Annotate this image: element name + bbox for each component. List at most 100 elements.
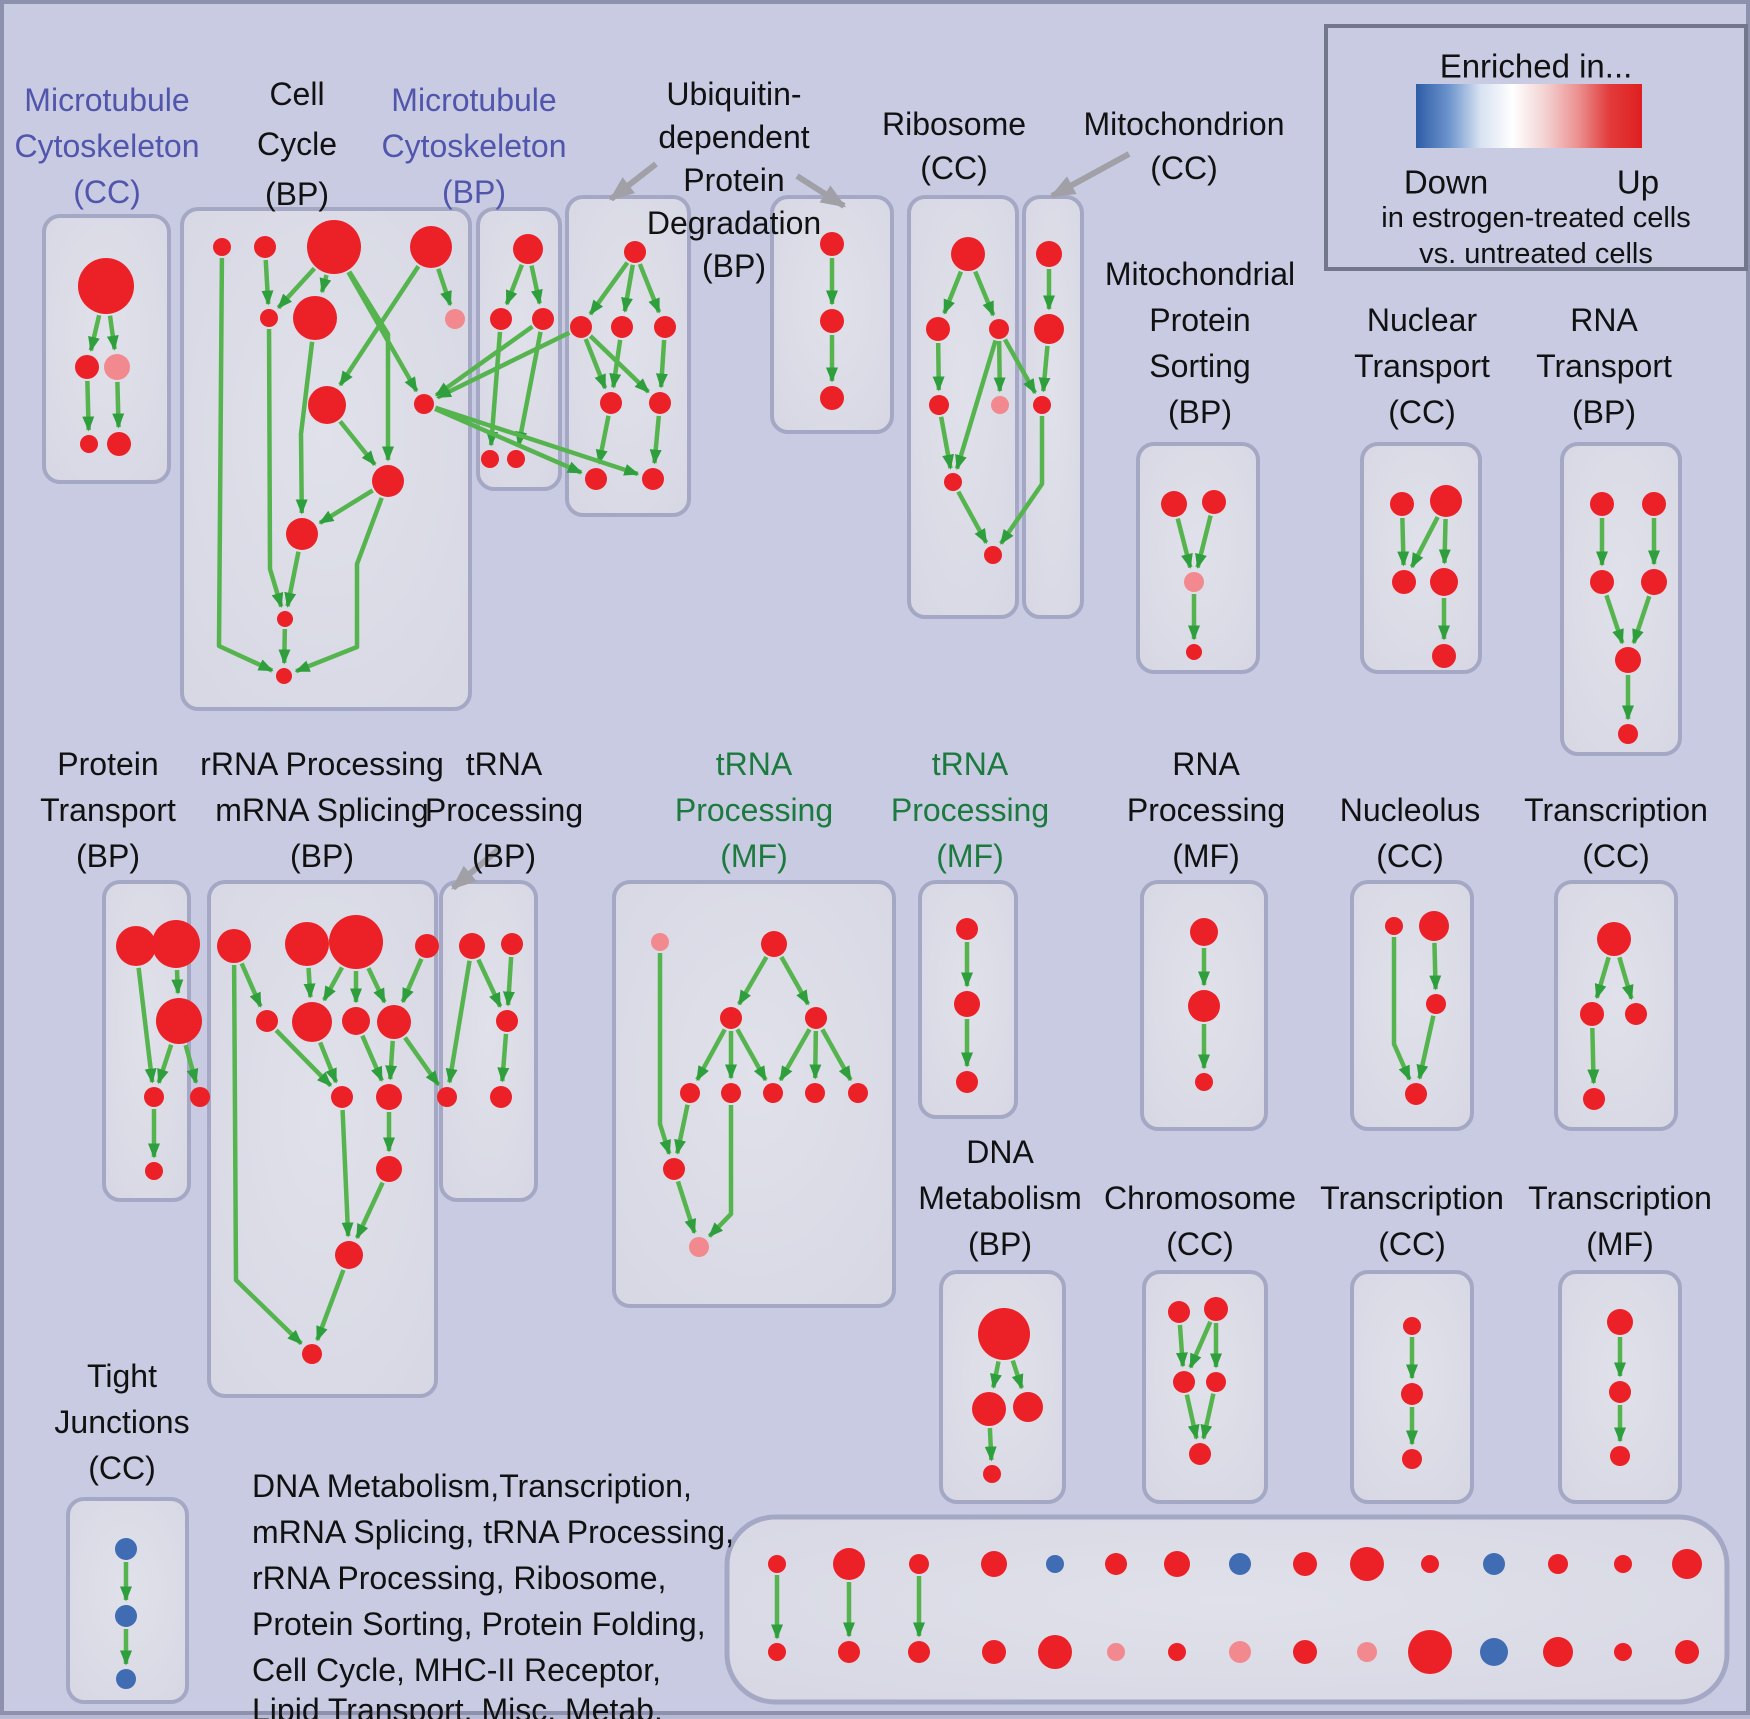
node-rna-mf-1 <box>1188 990 1220 1022</box>
edge-arrow-ribosome <box>956 490 989 545</box>
node-cell-cycle-6 <box>445 309 465 329</box>
edge-arrow-rrna <box>315 1269 346 1342</box>
edge-arrow-rrna <box>366 967 387 1004</box>
edge-arrow-ribosome <box>973 270 996 317</box>
misc-categories-text: rRNA Processing, Ribosome, <box>252 1560 666 1596</box>
edge-arrow-trna-mf-1 <box>675 1180 697 1235</box>
node-ribosome-2 <box>989 319 1009 339</box>
legend-up-label: Up <box>1617 164 1659 201</box>
cluster-label-trna-bp: Processing <box>425 792 583 828</box>
node-nuc-transp-2 <box>1392 570 1416 594</box>
legend-subtitle-2: vs. untreated cells <box>1419 238 1653 270</box>
edge-arrow-cell-cycle <box>318 488 374 525</box>
node-mt-bp-4 <box>507 450 525 468</box>
cluster-label-rna-mf: RNA <box>1172 746 1240 782</box>
edge-arrow-trna-bp <box>476 958 503 1008</box>
cluster-label-trna-mf-1: (MF) <box>720 838 788 874</box>
cluster-label-mito: (CC) <box>1150 150 1218 186</box>
edge-arrow-trna-mf-1 <box>695 1028 727 1082</box>
node-misc-top-6 <box>1164 1551 1190 1577</box>
edge-arrow-mito-sort <box>1175 517 1193 569</box>
node-rrna-3 <box>415 934 439 958</box>
edge-arrow-ubiq-a <box>588 334 651 394</box>
cluster-label-mito: Mitochondrion <box>1084 106 1285 142</box>
node-nuc-transp-4 <box>1432 644 1456 668</box>
cluster-label-transcr-cc-bot: Transcription <box>1320 1180 1504 1216</box>
edge-arrow-rna-transp <box>1631 595 1652 645</box>
cluster-label-nuc-transp: (CC) <box>1388 394 1456 430</box>
cluster-label-rna-mf: (MF) <box>1172 838 1240 874</box>
edge-arrow-cell-cycle <box>276 266 317 310</box>
legend: Enriched in... Down Up in estrogen-treat… <box>1324 24 1748 271</box>
cluster-box-chromosome <box>1142 1270 1268 1504</box>
node-ribosome-6 <box>984 546 1002 564</box>
cluster-label-dna-met: DNA <box>966 1134 1034 1170</box>
edge-arrow-prot-transp <box>171 969 184 995</box>
node-prot-transp-2 <box>156 998 202 1044</box>
node-prot-transp-1 <box>152 920 200 968</box>
cluster-label-transcr-mf: (MF) <box>1586 1226 1654 1262</box>
node-misc-top-13 <box>1614 1555 1632 1573</box>
node-trna-bp-1 <box>501 933 523 955</box>
cluster-label-chromosome: Chromosome <box>1104 1180 1296 1216</box>
cluster-label-trna-mf-2: (MF) <box>936 838 1004 874</box>
node-mt-cc-1 <box>75 355 99 379</box>
node-misc-top-0 <box>768 1555 786 1573</box>
node-ribosome-5 <box>944 473 962 491</box>
node-mt-cc-2 <box>104 354 130 380</box>
edge-arrow-dna-met <box>984 1427 997 1462</box>
cluster-label-chromosome: (CC) <box>1166 1226 1234 1262</box>
node-prot-transp-5 <box>145 1162 163 1180</box>
cluster-label-cell-cycle: Cell <box>269 76 324 112</box>
edge-arrow-rrna <box>354 1181 385 1240</box>
node-ubiq-b-0 <box>820 232 844 256</box>
node-mito-sort-1 <box>1202 490 1226 514</box>
cluster-label-rrna: rRNA Processing <box>200 746 444 782</box>
edge-arrow-trna-mf-1 <box>809 1030 822 1080</box>
node-mito-0 <box>1036 241 1062 267</box>
node-nuc-transp-1 <box>1430 485 1462 517</box>
node-ribosome-3 <box>929 395 949 415</box>
node-trna-mf-1-2 <box>720 1007 742 1029</box>
cross-edge-arrow <box>434 405 640 477</box>
node-chromosome-0 <box>1168 1301 1190 1323</box>
cluster-label-trna-mf-1: tRNA <box>716 746 793 782</box>
node-trna-mf-1-10 <box>689 1237 709 1257</box>
cluster-label-mito-sort: Protein <box>1149 302 1250 338</box>
edge-arrow-ribosome <box>932 342 945 392</box>
cluster-label-rrna: mRNA Splicing <box>215 792 428 828</box>
node-cell-cycle-9 <box>372 465 404 497</box>
edge-arrow-prot-transp <box>156 1044 174 1085</box>
cluster-label-mito-sort: Sorting <box>1149 348 1250 384</box>
edge-arrow-ribosome <box>938 416 954 470</box>
node-misc-bottom-11 <box>1480 1638 1508 1666</box>
cluster-label-mt-bp: (BP) <box>442 174 506 210</box>
cluster-box-cell-cycle <box>180 207 472 711</box>
node-trna-mf-1-6 <box>763 1083 783 1103</box>
cluster-box-rna-transp <box>1560 442 1682 756</box>
node-rna-transp-4 <box>1615 647 1641 673</box>
node-misc-bottom-14 <box>1675 1640 1699 1664</box>
node-mt-bp-0 <box>513 234 543 264</box>
node-rrna-6 <box>342 1007 370 1035</box>
misc-categories-text: DNA Metabolism,Transcription, <box>252 1468 692 1504</box>
cluster-label-rna-transp: RNA <box>1570 302 1638 338</box>
edge-arrow-cell-cycle <box>294 497 384 674</box>
node-transcr-cc-bot-0 <box>1403 1317 1421 1335</box>
gray-pointer-arrow <box>609 161 658 202</box>
cluster-label-tight-junc: (CC) <box>88 1450 156 1486</box>
node-misc-top-10 <box>1421 1555 1439 1573</box>
edge-arrow-ribosome <box>954 339 998 471</box>
node-mito-1 <box>1034 314 1064 344</box>
node-cell-cycle-3 <box>410 226 452 268</box>
node-trna-bp-2 <box>496 1010 518 1032</box>
node-trna-mf-1-3 <box>805 1007 827 1029</box>
node-mt-bp-1 <box>490 308 512 330</box>
cluster-box-nucleolus <box>1350 880 1474 1131</box>
node-cell-cycle-7 <box>308 386 346 424</box>
cluster-label-nuc-transp: Nuclear <box>1367 302 1478 338</box>
edge-arrow-nucleolus <box>1429 942 1442 991</box>
cluster-label-ribosome: (CC) <box>920 150 988 186</box>
node-trna-mf-2-1 <box>954 991 980 1017</box>
node-trna-mf-1-4 <box>680 1083 700 1103</box>
